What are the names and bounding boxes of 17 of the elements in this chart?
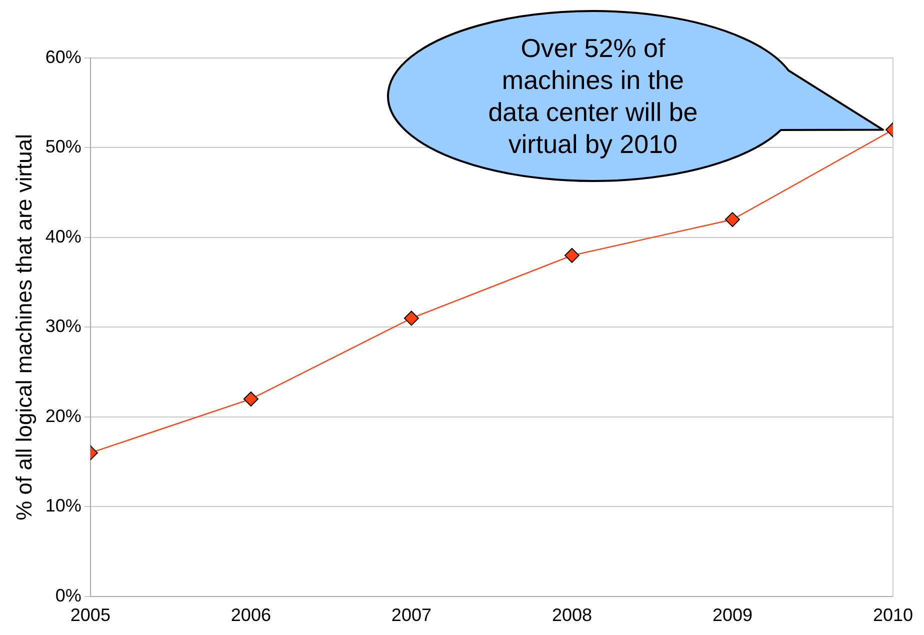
y-tick-label: 30% xyxy=(45,316,82,336)
x-tick-label: 2005 xyxy=(70,605,110,626)
x-tick-label: 2010 xyxy=(872,605,913,626)
x-tick-label: 2008 xyxy=(552,605,592,626)
point xyxy=(404,310,419,326)
y-tick-label: 20% xyxy=(45,406,82,426)
annotation: Over 52% of machines in the data center will be virtual by 2010 xyxy=(487,32,699,160)
y-axis-title: % of all logical machines that are virtual xyxy=(11,134,36,520)
y-tick-label: 50% xyxy=(45,136,82,157)
point xyxy=(564,248,580,263)
y-tick-label: 0% xyxy=(55,585,82,606)
y-tick-label: 10% xyxy=(45,496,82,516)
y-tick-label: 60% xyxy=(45,46,82,67)
x-tick-label: 2006 xyxy=(230,605,271,626)
x-tick-label: 2007 xyxy=(391,605,432,626)
x-tick-label: 2009 xyxy=(712,605,752,626)
y-tick-label: 40% xyxy=(45,226,82,246)
